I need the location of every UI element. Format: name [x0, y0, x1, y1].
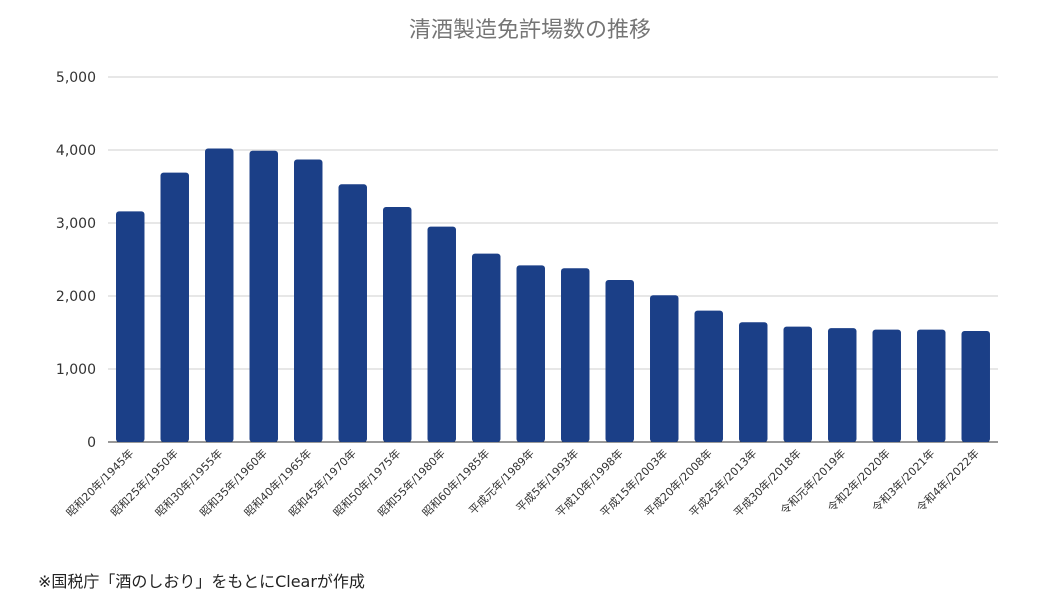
bar [872, 329, 901, 442]
source-note: ※国税庁「酒のしおり」をもとにClearが作成 [38, 572, 365, 591]
y-tick-label: 4,000 [56, 143, 96, 159]
bar [516, 265, 545, 442]
bar [249, 150, 278, 443]
bar [605, 279, 634, 442]
y-tick-label: 5,000 [56, 70, 96, 86]
bar [650, 295, 679, 442]
y-tick-label: 0 [87, 435, 96, 451]
bar [739, 322, 768, 442]
bar [917, 329, 946, 442]
bar [160, 172, 189, 442]
bar [783, 326, 812, 442]
bar [294, 159, 323, 443]
bar [961, 331, 990, 442]
bar [472, 253, 501, 442]
bar [338, 184, 367, 442]
bar [828, 328, 857, 442]
y-tick-label: 2,000 [56, 289, 96, 305]
bar [427, 226, 456, 442]
bar [116, 211, 145, 442]
bar [561, 268, 590, 442]
chart-title: 清酒製造免許場数の推移 [408, 18, 651, 43]
y-tick-label: 1,000 [56, 362, 96, 378]
bar [383, 206, 412, 442]
y-tick-label: 3,000 [56, 216, 96, 232]
bar [694, 310, 723, 442]
bar [205, 148, 234, 443]
